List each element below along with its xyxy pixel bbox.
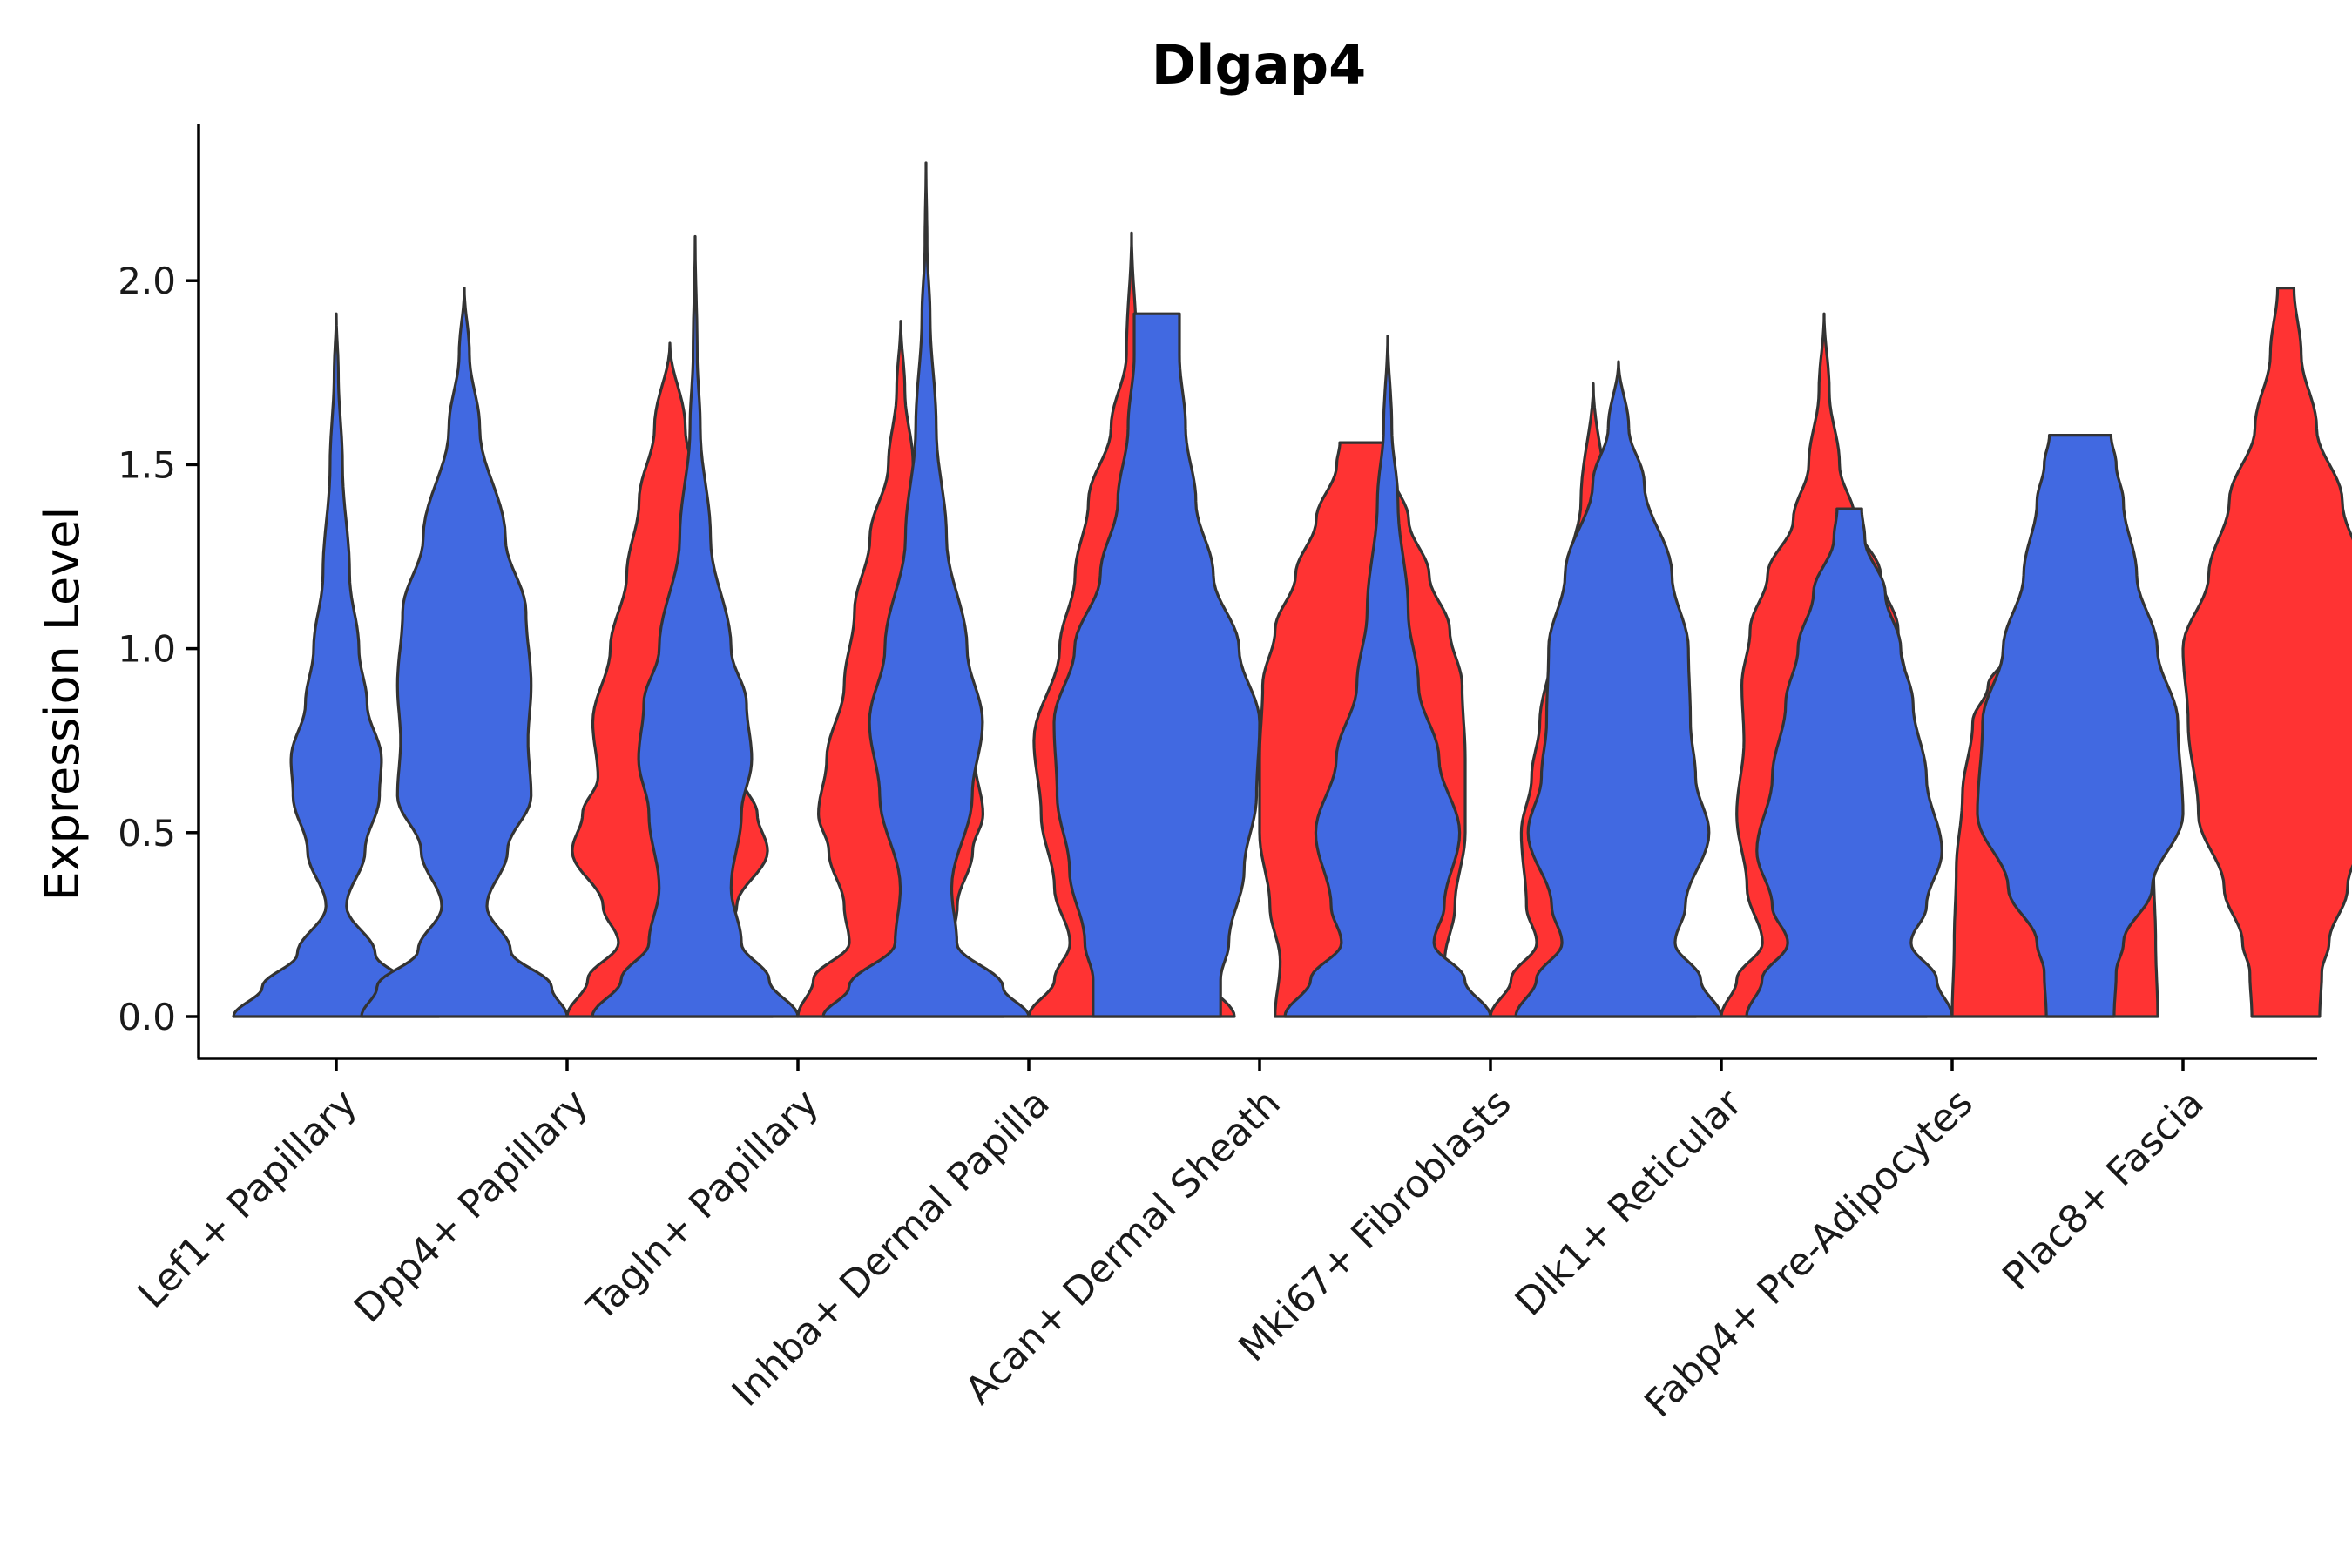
violin-group: [232, 161, 2352, 1018]
chart-title: Dlgap4: [1152, 33, 1366, 97]
y-tick-label: 0.5: [118, 812, 176, 855]
y-axis-label: Expression Level: [35, 507, 90, 902]
violin-dpp4-papillary-blue: [360, 287, 569, 1018]
x-category-label: Lef1+ Papillary: [130, 1081, 366, 1317]
x-category-label: Dlk1+ Reticular: [1507, 1080, 1752, 1325]
violin-plac8-fascia-red: [2181, 287, 2352, 1018]
y-ticks: 0.0 0.5 1.0 1.5 2.0: [118, 260, 199, 1038]
violin-lef1-papillary-blue: [232, 312, 441, 1018]
violin-acan-dermal-sheath-blue: [1052, 312, 1261, 1018]
x-category-label: Tagln+ Papillary: [578, 1081, 828, 1330]
y-tick-label: 0.0: [118, 996, 176, 1038]
violin-mki67-fibroblasts-blue: [1283, 335, 1492, 1018]
y-tick-label: 1.0: [118, 628, 176, 671]
y-tick-label: 2.0: [118, 260, 176, 302]
violin-plac8-fascia-blue: [1976, 434, 2185, 1018]
violin-tagln-papillary-blue: [591, 234, 800, 1018]
y-tick-label: 1.5: [118, 443, 176, 486]
violin-inhba-dermal-papilla-blue: [821, 161, 1031, 1018]
violin-dlk1-reticular-blue: [1514, 360, 1723, 1018]
violin-fabp4-pre-adipocytes-blue: [1745, 507, 1954, 1018]
x-category-label: Dpp4+ Papillary: [346, 1081, 597, 1332]
x-category-label: Plac8+ Fascia: [1994, 1081, 2213, 1300]
